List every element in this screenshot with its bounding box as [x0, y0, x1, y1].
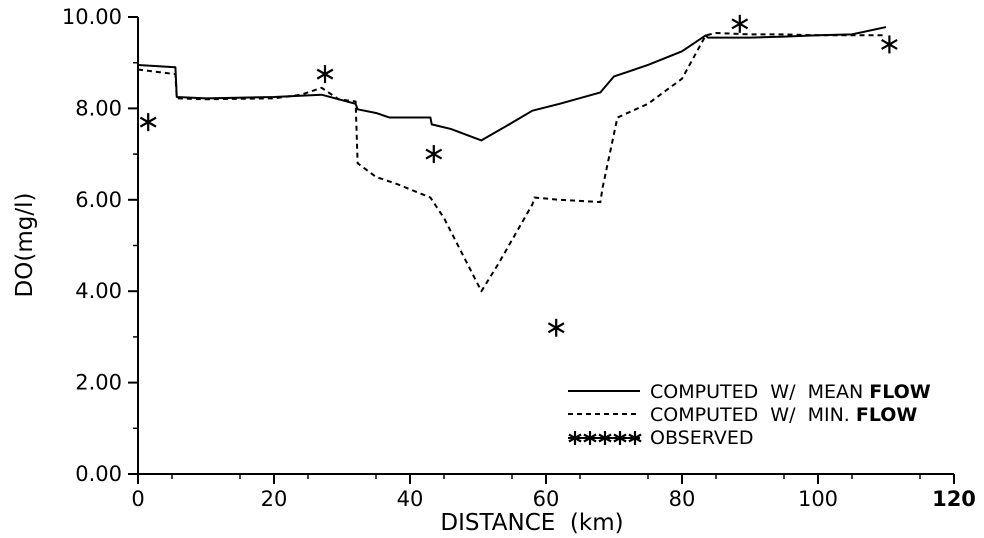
x-axis-title: DISTANCE (km) — [440, 510, 623, 536]
legend-observed-swatch — [568, 431, 642, 445]
y-axis-title: DO(mg/l) — [12, 193, 38, 298]
y-tick-label: 2.00 — [75, 371, 122, 395]
x-tick-label: 40 — [397, 487, 424, 511]
y-tick-label: 4.00 — [75, 279, 122, 303]
x-tick-label: 20 — [261, 487, 288, 511]
y-tick-label: 8.00 — [75, 96, 122, 120]
series — [137, 14, 898, 337]
observed-point — [547, 318, 565, 337]
y-tick-label: 10.00 — [62, 5, 122, 29]
ticks: 0 20 40 60 80 100 120 0.00 2.00 4.00 6.00 8.00 10.00 — [62, 5, 976, 511]
legend-observed-label: OBSERVED — [650, 427, 754, 449]
x-tick-label: 100 — [798, 487, 838, 511]
observed-point — [425, 145, 443, 164]
legend-min-label: COMPUTED W/ MIN. FLOW — [650, 404, 917, 426]
x-tick-label: 120 — [932, 487, 976, 511]
mean-flow-line — [137, 26, 887, 142]
observed-point — [731, 14, 749, 33]
observed-point — [316, 65, 334, 84]
x-tick-label: 0 — [131, 487, 144, 511]
y-tick-label: 6.00 — [75, 188, 122, 212]
y-tick-label: 0.00 — [75, 462, 122, 486]
min-flow-line — [137, 31, 886, 293]
observed-point — [139, 113, 157, 132]
legend-mean-label: COMPUTED W/ MEAN FLOW — [650, 381, 931, 403]
observed-point — [881, 35, 898, 54]
x-tick-label: 80 — [669, 487, 696, 511]
legend: COMPUTED W/ MEAN FLOW COMPUTED W/ MIN. F… — [568, 381, 931, 449]
x-tick-label: 60 — [533, 487, 560, 511]
